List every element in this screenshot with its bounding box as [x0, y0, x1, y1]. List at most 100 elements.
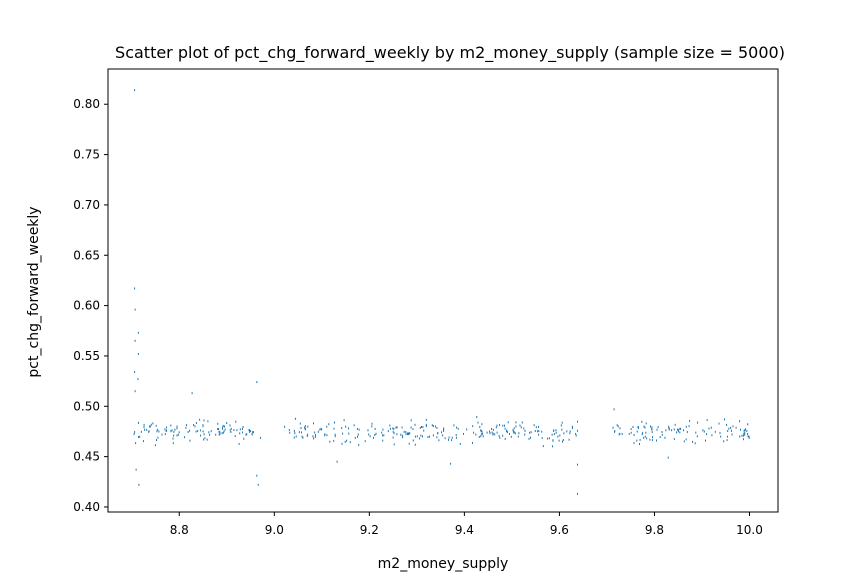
x-tick-label: 9.6	[550, 523, 569, 537]
data-point	[514, 432, 516, 435]
data-point	[477, 421, 479, 424]
data-point	[149, 425, 151, 428]
data-point	[158, 430, 160, 433]
data-point	[222, 424, 224, 427]
y-axis-label: pct_chg_forward_weekly	[26, 206, 42, 377]
data-point	[742, 434, 744, 437]
data-point	[530, 431, 532, 434]
data-point	[496, 431, 498, 434]
data-point	[617, 425, 619, 428]
data-point	[555, 431, 557, 434]
data-point	[694, 442, 696, 445]
data-point	[134, 371, 136, 373]
data-point	[661, 431, 663, 433]
data-point	[553, 433, 555, 436]
data-point	[633, 434, 635, 436]
data-point	[538, 425, 539, 428]
data-point	[304, 426, 305, 429]
data-point	[644, 426, 646, 429]
data-point	[134, 89, 136, 92]
data-point	[314, 431, 316, 434]
data-point	[422, 426, 424, 428]
data-point	[568, 438, 570, 441]
data-point	[298, 431, 300, 434]
data-point	[727, 430, 729, 432]
data-point	[524, 433, 526, 436]
data-point	[133, 433, 135, 435]
data-point	[676, 431, 678, 434]
y-tick-label: 0.65	[73, 248, 100, 262]
data-point	[524, 429, 526, 432]
data-point	[226, 422, 228, 424]
data-point	[138, 483, 140, 486]
data-point	[451, 436, 453, 439]
data-point	[435, 425, 436, 428]
data-point	[364, 440, 366, 443]
y-tick-label: 0.80	[73, 97, 100, 111]
data-point	[353, 424, 355, 427]
data-point	[289, 431, 291, 434]
data-point	[224, 428, 226, 431]
data-point	[259, 436, 261, 439]
data-point	[383, 434, 385, 437]
data-point	[341, 427, 343, 430]
data-point	[510, 435, 512, 438]
data-point	[718, 422, 720, 425]
data-point	[134, 287, 136, 290]
data-point	[256, 381, 258, 384]
data-point	[743, 432, 745, 435]
data-point	[533, 424, 535, 427]
data-point	[241, 428, 243, 430]
data-point	[575, 432, 577, 435]
data-point	[728, 427, 730, 430]
data-point	[221, 432, 223, 435]
data-point	[444, 437, 446, 440]
data-point	[144, 428, 146, 431]
data-point	[235, 420, 237, 423]
data-point	[720, 435, 722, 438]
data-point	[392, 430, 394, 433]
data-point	[651, 431, 653, 434]
data-point	[344, 440, 346, 443]
data-point	[548, 437, 550, 440]
data-point	[382, 439, 384, 442]
data-point	[371, 425, 373, 428]
data-point	[569, 432, 571, 435]
data-point	[499, 436, 501, 439]
data-point	[148, 430, 150, 433]
data-point	[667, 456, 669, 459]
data-point	[245, 433, 247, 436]
data-point	[229, 424, 231, 427]
y-tick-label: 0.50	[73, 399, 100, 413]
data-point	[185, 426, 187, 429]
data-point	[166, 426, 168, 429]
data-point	[425, 425, 427, 428]
data-point	[222, 431, 224, 434]
data-point	[538, 433, 540, 436]
data-point	[419, 426, 421, 429]
data-point	[324, 433, 326, 436]
data-point	[301, 431, 302, 434]
data-point	[307, 425, 309, 428]
data-point	[644, 435, 646, 438]
data-point	[459, 442, 461, 445]
data-point	[135, 442, 137, 445]
data-point	[456, 426, 458, 429]
data-point	[473, 431, 475, 434]
data-point	[219, 432, 221, 435]
data-point	[295, 435, 297, 438]
data-point	[680, 427, 682, 430]
data-point	[326, 434, 328, 437]
data-point	[616, 424, 618, 427]
data-point	[696, 435, 698, 438]
data-point	[410, 419, 412, 422]
data-point	[619, 432, 621, 435]
data-point	[412, 439, 414, 442]
data-point	[135, 468, 137, 471]
data-point	[726, 435, 728, 438]
data-point	[711, 434, 713, 437]
data-point	[408, 442, 410, 445]
data-point	[149, 425, 150, 428]
data-point	[307, 433, 309, 436]
